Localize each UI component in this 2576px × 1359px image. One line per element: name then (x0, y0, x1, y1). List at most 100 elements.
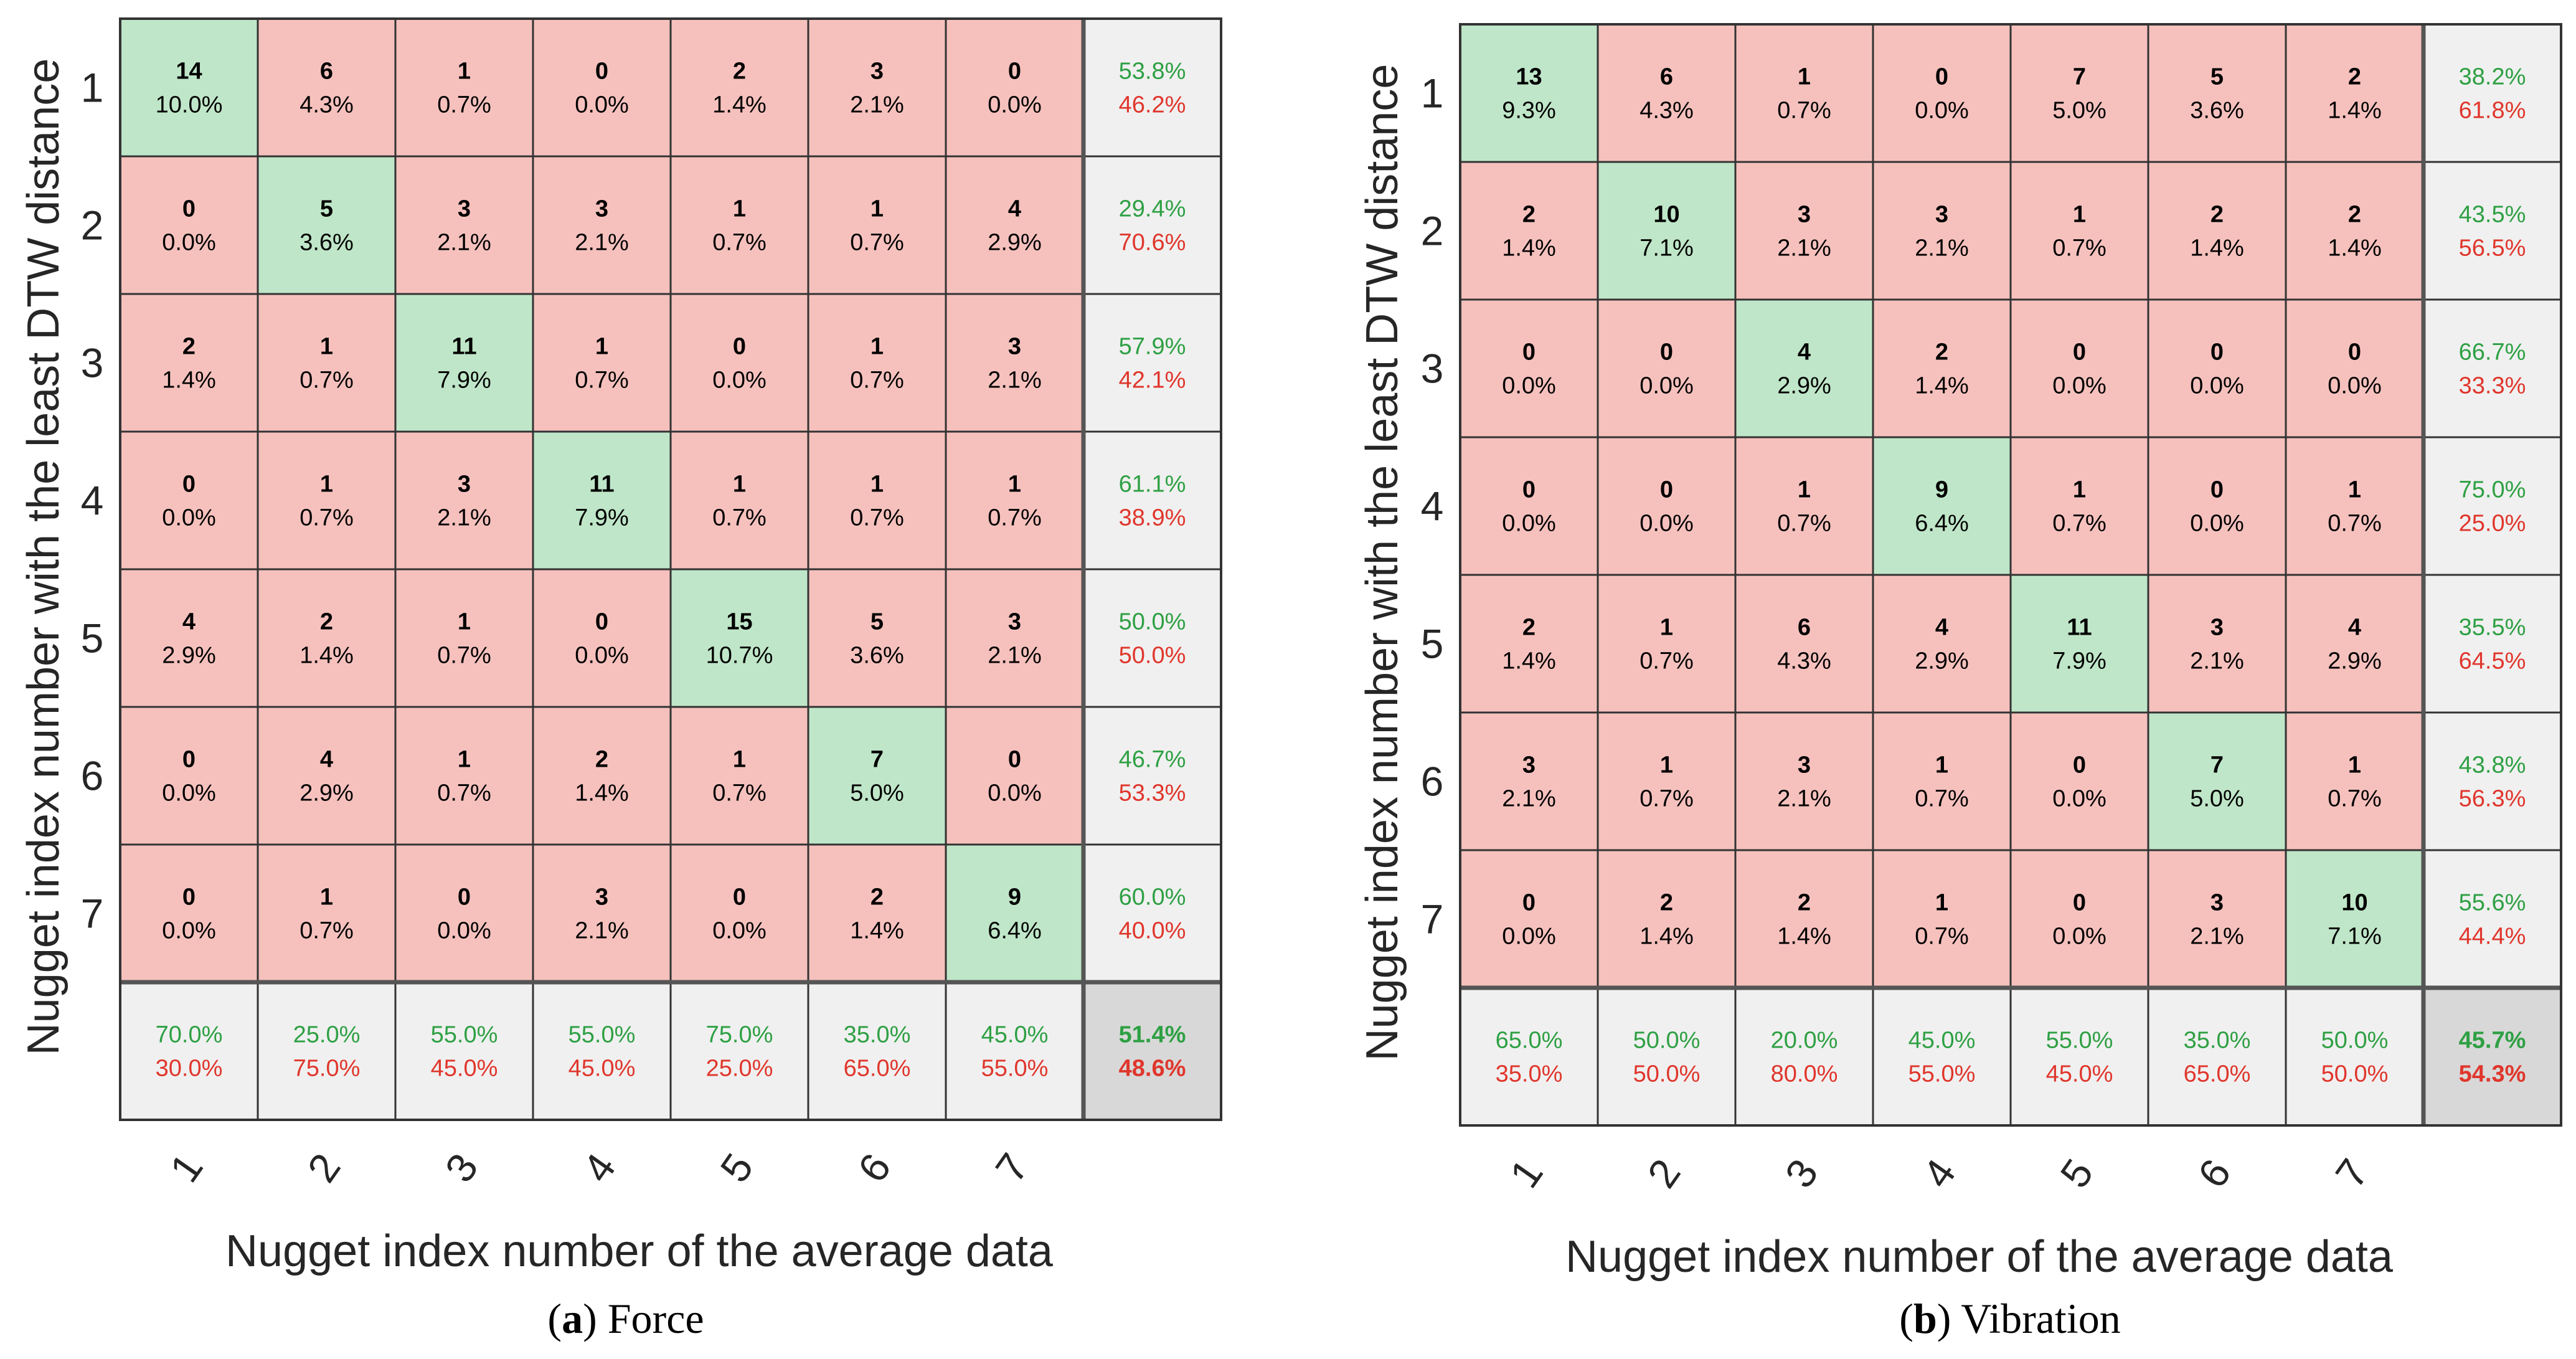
cell-count: 1 (2348, 477, 2361, 503)
cell-count: 1 (320, 471, 333, 498)
row-precision: 29.4% (1119, 196, 1186, 222)
matrix-cell (2285, 436, 2425, 576)
y-tick-label: 2 (1421, 208, 1444, 254)
cell-count: 3 (1008, 609, 1021, 635)
cell-count: 1 (1935, 890, 1948, 916)
cell-percent: 0.7% (300, 367, 354, 394)
cell-count: 0 (182, 471, 196, 498)
matrix-cell (807, 568, 947, 708)
col-error: 30.0% (156, 1056, 223, 1082)
cell-percent: 1.4% (1502, 648, 1556, 675)
matrix-cell (532, 155, 672, 295)
cell-count: 2 (595, 747, 608, 773)
cell-count: 0 (182, 196, 196, 222)
matrix-cell (257, 155, 397, 295)
row-error: 56.3% (2459, 786, 2526, 812)
panel-force: 1410.0%64.3%10.7%00.0%21.4%32.1%00.0%00.… (19, 17, 1222, 1342)
matrix-cell (257, 706, 397, 846)
matrix-cell (119, 17, 259, 158)
cell-percent: 7.1% (1639, 235, 1694, 262)
matrix-cell (1734, 849, 1874, 989)
cell-percent: 0.7% (1639, 786, 1694, 812)
x-axis-label: Nugget index number of the average data (225, 1226, 1054, 1276)
cell-count: 9 (1935, 477, 1948, 503)
cell-count: 1 (458, 747, 471, 773)
cell-count: 2 (1522, 615, 1536, 641)
cell-percent: 0.7% (1777, 511, 1831, 537)
cell-count: 1 (1798, 64, 1811, 90)
cell-percent: 0.7% (1639, 648, 1694, 675)
matrix-cell (1734, 436, 1874, 576)
matrix-cell (1734, 574, 1874, 714)
col-summary-cell (2147, 987, 2287, 1127)
overall-cell (1082, 981, 1222, 1121)
cell-percent: 0.7% (437, 92, 491, 118)
row-error: 38.9% (1119, 505, 1186, 531)
overall-accuracy: 51.4% (1119, 1022, 1186, 1048)
col-error: 75.0% (293, 1056, 361, 1082)
cell-count: 1 (733, 471, 746, 498)
panel-caption: (a) Force (547, 1295, 704, 1342)
cell-count: 0 (1008, 59, 1021, 85)
cell-count: 2 (1798, 890, 1811, 916)
cell-count: 13 (1516, 64, 1542, 90)
cell-percent: 4.3% (1639, 98, 1694, 124)
cell-count: 7 (2073, 64, 2086, 90)
matrix-cell (532, 568, 672, 708)
cell-percent: 3.6% (850, 643, 904, 669)
row-precision: 46.7% (1119, 747, 1186, 773)
overall-error: 54.3% (2459, 1061, 2526, 1087)
cell-percent: 0.0% (2190, 373, 2244, 399)
matrix-cell (257, 293, 397, 433)
matrix-cell (532, 17, 672, 158)
col-summary-cell (257, 981, 397, 1121)
row-precision: 50.0% (1119, 609, 1186, 635)
cell-percent: 0.7% (2052, 235, 2107, 262)
cell-percent: 2.1% (1777, 235, 1831, 262)
row-error: 64.5% (2459, 648, 2526, 675)
matrix-cell (532, 293, 672, 433)
matrix-cell (1872, 849, 2012, 989)
row-summary-cell (2422, 574, 2562, 714)
col-error: 65.0% (844, 1056, 911, 1082)
matrix-cell (394, 430, 534, 571)
matrix-cell (1872, 436, 2012, 576)
matrix-cell (2009, 436, 2149, 576)
cell-count: 3 (458, 196, 471, 222)
matrix-border (119, 17, 1222, 1121)
matrix-cell (669, 843, 809, 983)
matrix-cell (2147, 711, 2287, 851)
cell-count: 1 (2073, 477, 2086, 503)
row-error: 56.5% (2459, 235, 2526, 262)
cell-count: 6 (320, 59, 333, 85)
col-summary-cell (532, 981, 672, 1121)
cell-count: 3 (1798, 202, 1811, 228)
cell-count: 0 (1660, 339, 1673, 366)
col-error: 50.0% (2321, 1061, 2389, 1087)
matrix-cell (1597, 23, 1737, 163)
matrix-cell (945, 17, 1085, 158)
cell-percent: 0.7% (850, 230, 904, 256)
matrix-border (1459, 23, 2562, 1127)
cell-count: 3 (870, 59, 884, 85)
y-tick-label: 1 (1421, 70, 1444, 116)
cell-percent: 1.4% (1639, 924, 1694, 950)
y-tick-label: 4 (1421, 483, 1444, 529)
col-error: 45.0% (569, 1056, 636, 1082)
col-error: 45.0% (431, 1056, 498, 1082)
cell-percent: 1.4% (712, 92, 767, 118)
cell-count: 7 (2210, 752, 2224, 779)
cell-percent: 2.1% (1915, 235, 1969, 262)
cell-count: 5 (870, 609, 884, 635)
cell-count: 2 (2348, 202, 2361, 228)
cell-count: 11 (589, 471, 614, 498)
cell-count: 1 (2073, 202, 2086, 228)
matrix-cell (2285, 711, 2425, 851)
row-summary-cell (2422, 23, 2562, 163)
y-axis-label: Nugget index number with the least DTW d… (1357, 64, 1407, 1061)
matrix-cell (945, 430, 1085, 571)
cell-count: 0 (2210, 339, 2224, 366)
cell-count: 2 (320, 609, 333, 635)
cell-percent: 2.1% (437, 505, 491, 531)
